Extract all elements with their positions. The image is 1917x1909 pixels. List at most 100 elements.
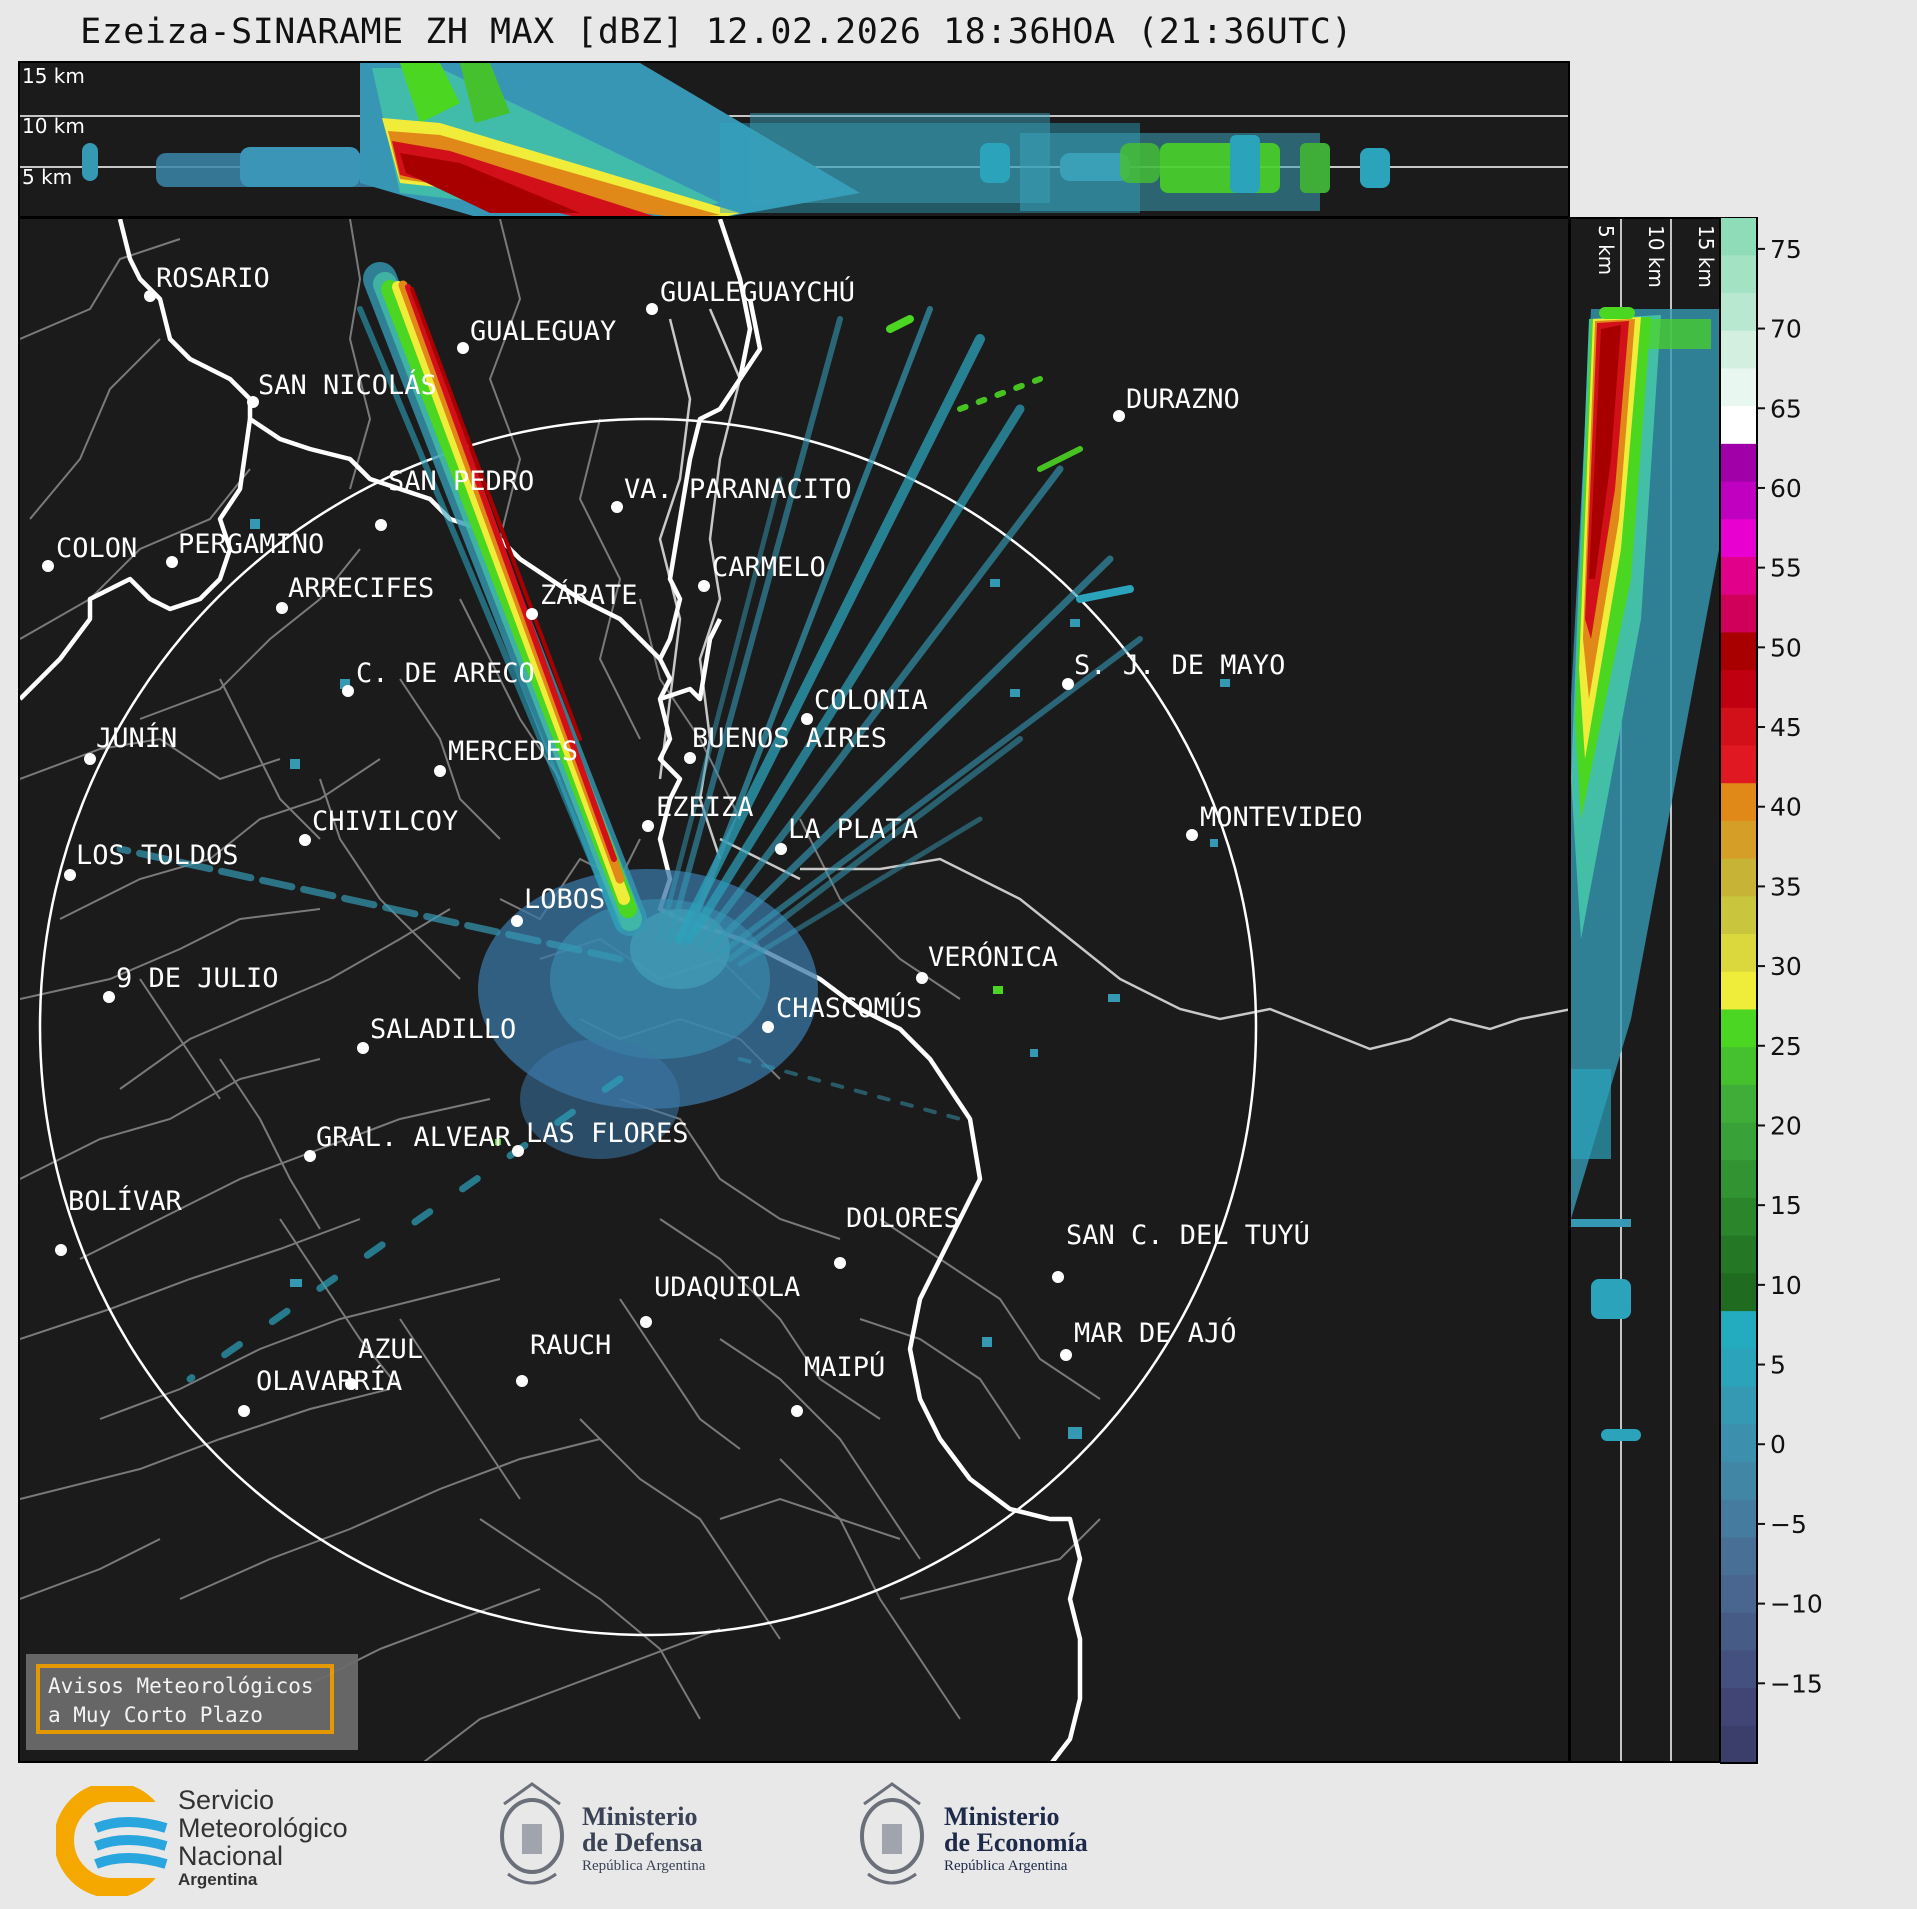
colorbar-tick-label: 45 (1770, 713, 1802, 742)
city-marker (299, 834, 311, 846)
city-label: EZEIZA (656, 792, 754, 823)
smn-line-2: Meteorológico (178, 1813, 348, 1843)
city-marker (1113, 410, 1125, 422)
city-marker (512, 1145, 524, 1157)
city-marker (646, 303, 658, 315)
colorbar-bin (1720, 1461, 1757, 1500)
defensa-line-2: de Defensa (582, 1828, 703, 1857)
city-label: SALADILLO (370, 1014, 517, 1045)
side-cross-section-plot: 5 km 10 km 15 km (1571, 219, 1719, 1761)
city-marker (247, 396, 259, 408)
defensa-logo: Ministerio de Defensa República Argentin… (494, 1774, 754, 1894)
city-marker (144, 290, 156, 302)
colorbar-bin (1720, 895, 1757, 935)
colorbar-bin (1720, 707, 1757, 746)
city-marker (84, 753, 96, 765)
city-marker (642, 820, 654, 832)
city-marker (375, 519, 387, 531)
warning-line-1: Avisos Meteorológicos (48, 1674, 314, 1698)
side-echoes (1571, 307, 1719, 1441)
city-label: S. J. DE MAYO (1074, 650, 1286, 681)
colorbar-bin (1720, 1159, 1757, 1198)
city-marker (916, 972, 928, 984)
city-label: GUALEGUAYCHÚ (660, 277, 856, 308)
colorbar-bin (1720, 254, 1757, 294)
side-cross-section-panel: 5 km 10 km 15 km (1569, 217, 1721, 1763)
smn-line-1: Servicio (178, 1785, 275, 1815)
colorbar-bins (1720, 217, 1757, 1764)
economia-logo: Ministerio de Economía República Argenti… (854, 1774, 1114, 1894)
city-marker (238, 1405, 250, 1417)
top-height-label-5: 5 km (22, 165, 72, 189)
city-label: DOLORES (846, 1203, 960, 1234)
colorbar-bin (1720, 1008, 1757, 1048)
colorbar-bin (1720, 1348, 1757, 1387)
colorbar-tick-label: 0 (1770, 1430, 1786, 1459)
city-label: JUNÍN (96, 723, 178, 754)
warning-link[interactable]: Avisos Meteorológicos a Muy Corto Plazo (36, 1664, 334, 1734)
smn-logo: Servicio Meteorológico Nacional Argentin… (56, 1786, 396, 1896)
colorbar-bin (1720, 820, 1757, 859)
colorbar-bin (1720, 782, 1757, 821)
colorbar-bin (1720, 556, 1757, 595)
top-height-label-15: 15 km (22, 64, 85, 88)
city-marker (103, 991, 115, 1003)
city-label: COLON (56, 533, 138, 564)
city-label: BUENOS AIRES (692, 723, 888, 754)
national-coat-of-arms-icon (860, 1782, 924, 1885)
city-marker (1186, 829, 1198, 841)
city-label: AZUL (358, 1334, 424, 1365)
city-label: SAN C. DEL TUYÚ (1066, 1221, 1310, 1251)
city-label: LA PLATA (788, 814, 919, 845)
colorbar-bin (1720, 1084, 1757, 1123)
city-label: LOS TOLDOS (76, 840, 239, 871)
city-marker (434, 765, 446, 777)
city-marker (511, 915, 523, 927)
warning-line-2: a Muy Corto Plazo (48, 1703, 263, 1727)
city-marker (640, 1316, 652, 1328)
side-height-label-5: 5 km (1594, 225, 1618, 275)
city-label: CARMELO (712, 552, 826, 583)
city-label: C. DE ARECO (356, 658, 535, 689)
colorbar-bin (1720, 744, 1757, 784)
economia-line-1: Ministerio (944, 1802, 1060, 1831)
city-marker (611, 501, 623, 513)
colorbar-tick-label: −10 (1770, 1590, 1823, 1619)
city-label: VA. PARANACITO (624, 474, 852, 505)
partido-boundaries (20, 219, 1101, 1761)
colorbar-bin (1720, 1272, 1757, 1312)
city-marker (64, 869, 76, 881)
colorbar-tick-label: 40 (1770, 793, 1802, 822)
city-label: ARRECIFES (288, 573, 435, 604)
city-label: GUALEGUAY (470, 316, 617, 347)
colorbar-bin (1720, 1499, 1757, 1538)
colorbar-bin (1720, 1121, 1757, 1161)
city-label: GRAL. ALVEAR (316, 1122, 512, 1153)
colorbar-bin (1720, 330, 1757, 369)
city-label: UDAQUIOLA (654, 1272, 801, 1303)
colorbar-tick-label: 25 (1770, 1032, 1802, 1061)
colorbar-tick-label: 70 (1770, 315, 1802, 344)
colorbar-tick-label: 75 (1770, 235, 1802, 264)
chart-title: Ezeiza-SINARAME ZH MAX [dBZ] 12.02.2026 … (80, 12, 1353, 52)
colorbar-bin (1720, 1649, 1757, 1689)
city-marker (55, 1244, 67, 1256)
warning-box[interactable]: Avisos Meteorológicos a Muy Corto Plazo (26, 1654, 358, 1750)
city-label: CHIVILCOY (312, 806, 459, 837)
colorbar-bin (1720, 1235, 1757, 1274)
colorbar-bin (1720, 1197, 1757, 1236)
city-marker (698, 580, 710, 592)
city-label: DURAZNO (1126, 384, 1240, 415)
colorbar-tick-label: 55 (1770, 554, 1802, 583)
colorbar-bin (1720, 971, 1757, 1010)
radar-map-panel: .cdot{position:absolute;width:12px;heigh… (18, 217, 1570, 1763)
smn-line-4: Argentina (178, 1870, 258, 1889)
colorbar-bin (1720, 631, 1757, 671)
city-marker (357, 1042, 369, 1054)
economia-line-3: República Argentina (944, 1858, 1068, 1874)
city-marker (1060, 1349, 1072, 1361)
city-marker (791, 1405, 803, 1417)
colorbar-tick-label: 15 (1770, 1191, 1802, 1220)
colorbar-tick-label: −5 (1770, 1510, 1807, 1539)
colorbar-tick-label: 50 (1770, 633, 1802, 662)
